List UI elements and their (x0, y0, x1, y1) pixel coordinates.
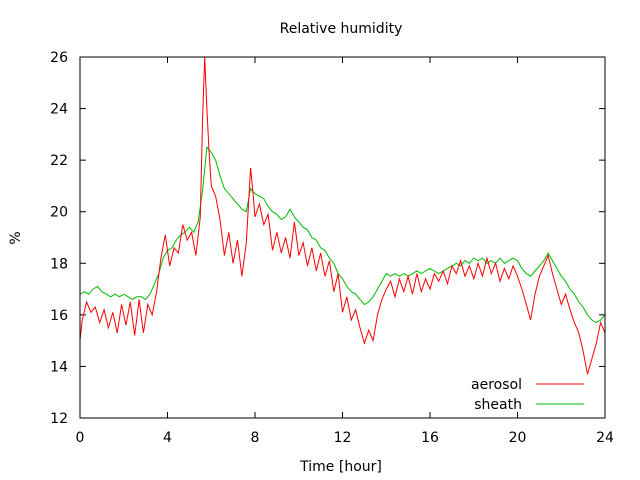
legend-label-aerosol: aerosol (471, 377, 522, 393)
series-layer (79, 56, 606, 375)
x-tick-label: 24 (596, 430, 614, 446)
y-tick-label: 20 (50, 205, 68, 221)
x-tick-label: 8 (251, 430, 260, 446)
axis-ticks: 0 4 8 12 16 20 24 12 14 16 18 20 22 24 26 (50, 50, 614, 446)
x-axis-label: Time [hour] (299, 459, 382, 475)
y-tick-label: 26 (50, 50, 68, 66)
x-tick-label: 20 (509, 430, 527, 446)
y-tick-label: 16 (50, 308, 68, 324)
series-line-sheath (79, 146, 606, 324)
y-axis-label: % (8, 231, 24, 244)
y-tick-label: 24 (50, 102, 68, 118)
x-tick-label: 12 (334, 430, 352, 446)
x-tick-label: 0 (76, 430, 85, 446)
y-tick-label: 18 (50, 256, 68, 272)
y-tick-label: 14 (50, 359, 68, 375)
series-line-aerosol (79, 56, 606, 375)
legend-label-sheath: sheath (474, 397, 522, 413)
y-tick-label: 22 (50, 153, 68, 169)
chart-title: Relative humidity (280, 21, 403, 37)
x-tick-label: 4 (163, 430, 172, 446)
plot-frame (79, 56, 606, 419)
y-tick-label: 12 (50, 411, 68, 427)
x-tick-label: 16 (421, 430, 439, 446)
legend: aerosol sheath (471, 377, 584, 413)
